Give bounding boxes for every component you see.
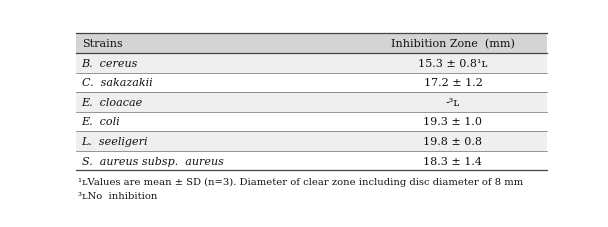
Text: Inhibition Zone  (mm): Inhibition Zone (mm): [391, 39, 515, 49]
Text: S.  aureus subsp.  aureus: S. aureus subsp. aureus: [81, 156, 224, 166]
Text: C.  sakazakii: C. sakazakii: [81, 78, 152, 88]
Text: ³ʟNo  inhibition: ³ʟNo inhibition: [78, 191, 157, 200]
Bar: [76, 93, 547, 112]
Bar: [76, 112, 547, 132]
Text: E.  cloacae: E. cloacae: [81, 97, 143, 107]
Text: B.  cereus: B. cereus: [81, 59, 138, 68]
Text: 18.3 ± 1.4: 18.3 ± 1.4: [423, 156, 483, 166]
Text: E.  coli: E. coli: [81, 117, 120, 127]
Bar: [76, 73, 547, 93]
Text: 19.3 ± 1.0: 19.3 ± 1.0: [423, 117, 483, 127]
Bar: [76, 54, 547, 73]
Bar: [76, 34, 547, 54]
Text: 17.2 ± 1.2: 17.2 ± 1.2: [424, 78, 482, 88]
Bar: [76, 151, 547, 170]
Text: 15.3 ± 0.8¹ʟ: 15.3 ± 0.8¹ʟ: [418, 59, 488, 68]
Text: 19.8 ± 0.8: 19.8 ± 0.8: [423, 136, 483, 146]
Text: Strains: Strains: [81, 39, 122, 49]
Text: L.  seeligeri: L. seeligeri: [81, 136, 148, 146]
Text: -³ʟ: -³ʟ: [446, 97, 460, 107]
Text: ¹ʟValues are mean ± SD (n=3). Diameter of clear zone including disc diameter of : ¹ʟValues are mean ± SD (n=3). Diameter o…: [78, 178, 523, 187]
Bar: [76, 132, 547, 151]
